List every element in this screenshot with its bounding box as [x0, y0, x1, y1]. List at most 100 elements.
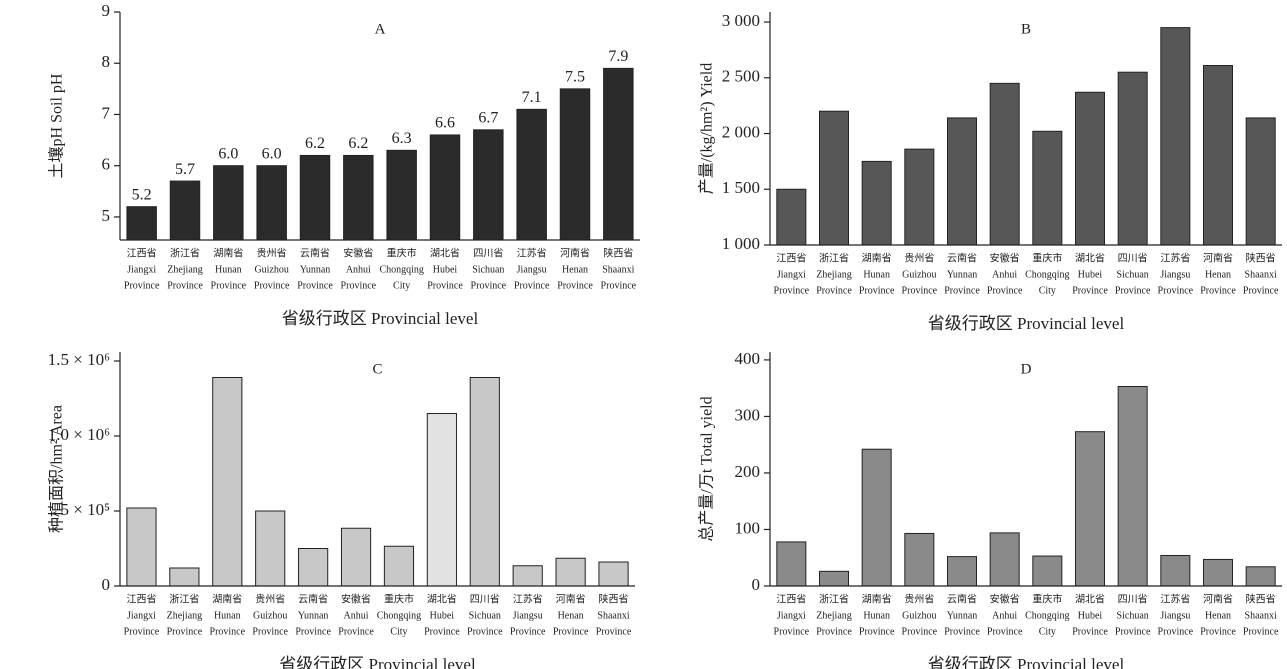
x-tick-label: Province: [1200, 626, 1236, 637]
bar: [255, 510, 286, 587]
bar: [386, 149, 417, 241]
x-tick-label: Sichuan: [1117, 269, 1149, 280]
x-tick-label: Province: [774, 285, 810, 296]
x-tick-label: Hubei: [430, 610, 455, 621]
bar: [603, 67, 634, 241]
x-tick-label: Zhejiang: [816, 610, 852, 621]
bar: [989, 532, 1020, 587]
x-tick-label: Province: [596, 626, 632, 637]
bar: [212, 377, 243, 587]
x-tick-label: City: [390, 626, 407, 637]
y-tick-label: 100: [735, 518, 761, 537]
y-axis-label: 产量/(kg/hm²) Yield: [698, 63, 716, 194]
x-tick-label: 贵州省: [904, 592, 934, 605]
bar: [1117, 385, 1148, 587]
x-tick-label: Province: [1072, 626, 1108, 637]
x-tick-label: Shaanxi: [597, 610, 629, 621]
x-tick-label: 湖北省: [430, 246, 460, 259]
x-tick-label: Sichuan: [472, 264, 504, 275]
x-tick-label: 浙江省: [819, 251, 849, 264]
x-tick-label: 重庆市: [1032, 251, 1062, 264]
x-tick-label: Province: [944, 626, 980, 637]
y-tick-label: 7: [102, 103, 111, 122]
bar: [861, 160, 892, 246]
x-tick-label: Anhui: [346, 264, 371, 275]
x-tick-label: 江西省: [776, 592, 806, 605]
x-tick-label: Province: [210, 626, 246, 637]
bar: [512, 565, 543, 587]
y-tick-label: 2 500: [722, 67, 760, 86]
x-tick-label: 贵州省: [257, 246, 287, 259]
bar: [1117, 71, 1148, 246]
y-tick-label: 5 × 10⁵: [60, 500, 110, 519]
x-tick-label: Hunan: [863, 269, 890, 280]
x-tick-label: Province: [557, 280, 593, 291]
bar: [1160, 554, 1191, 587]
x-tick-label: Shaanxi: [602, 264, 634, 275]
x-tick-label: Province: [167, 626, 203, 637]
x-tick-label: Province: [816, 285, 852, 296]
x-tick-label: Province: [252, 626, 288, 637]
x-tick-label: 江苏省: [513, 592, 543, 605]
x-tick-label: 浙江省: [819, 592, 849, 605]
x-axis-label: 省级行政区 Provincial level: [279, 655, 476, 669]
y-tick-label: 6: [102, 155, 111, 174]
x-tick-label: Jiangsu: [513, 610, 543, 621]
bar: [904, 148, 935, 246]
bar: [426, 413, 457, 587]
x-tick-label: Province: [1115, 285, 1151, 296]
y-tick-label: 200: [735, 462, 761, 481]
x-tick-label: 河南省: [560, 246, 590, 259]
x-tick-label: 云南省: [947, 592, 977, 605]
value-label: 7.5: [565, 69, 585, 86]
x-tick-label: Province: [902, 285, 938, 296]
x-tick-label: Province: [774, 626, 810, 637]
x-tick-label: 安徽省: [341, 592, 371, 605]
x-tick-label: 四川省: [1118, 592, 1148, 605]
bar: [126, 206, 157, 241]
x-tick-label: Zhejiang: [167, 264, 203, 275]
value-label: 6.2: [305, 135, 325, 152]
x-tick-label: 安徽省: [343, 246, 373, 259]
x-tick-label: Guizhou: [902, 610, 936, 621]
x-tick-label: 云南省: [298, 592, 328, 605]
x-tick-label: Province: [944, 285, 980, 296]
x-tick-label: Yunnan: [298, 610, 329, 621]
x-tick-label: Province: [601, 280, 637, 291]
x-tick-label: Zhejiang: [167, 610, 203, 621]
bar: [1032, 130, 1063, 246]
x-axis-label: 省级行政区 Provincial level: [282, 309, 479, 328]
x-tick-label: 贵州省: [255, 592, 285, 605]
x-tick-label: Anhui: [344, 610, 369, 621]
bar: [473, 129, 504, 241]
panel-letter: B: [1021, 21, 1031, 37]
x-tick-label: Province: [510, 626, 546, 637]
bar: [989, 82, 1020, 246]
x-tick-label: Yunnan: [947, 269, 978, 280]
bar: [298, 548, 329, 587]
x-tick-label: Guizhou: [254, 264, 288, 275]
x-tick-label: 浙江省: [169, 592, 199, 605]
x-tick-label: Yunnan: [300, 264, 331, 275]
x-tick-label: Province: [211, 280, 247, 291]
value-label: 5.2: [132, 186, 152, 203]
x-tick-label: Shaanxi: [1245, 269, 1277, 280]
x-tick-label: City: [1039, 626, 1056, 637]
x-tick-label: Province: [124, 280, 160, 291]
x-tick-label: Sichuan: [469, 610, 501, 621]
x-tick-label: 重庆市: [384, 592, 414, 605]
x-tick-label: Hunan: [214, 610, 241, 621]
y-tick-label: 3 000: [722, 11, 760, 30]
x-tick-label: 江苏省: [1160, 592, 1190, 605]
x-tick-label: 湖南省: [862, 592, 892, 605]
value-label: 6.3: [392, 130, 412, 147]
x-tick-label: Chongqing: [1025, 269, 1069, 280]
x-tick-label: Province: [467, 626, 503, 637]
x-tick-label: Province: [553, 626, 589, 637]
x-tick-label: Province: [427, 280, 463, 291]
y-tick-label: 8: [102, 52, 111, 71]
bar: [598, 561, 629, 587]
bar: [904, 532, 935, 587]
x-tick-label: Guizhou: [902, 269, 936, 280]
y-tick-label: 0: [752, 575, 761, 594]
